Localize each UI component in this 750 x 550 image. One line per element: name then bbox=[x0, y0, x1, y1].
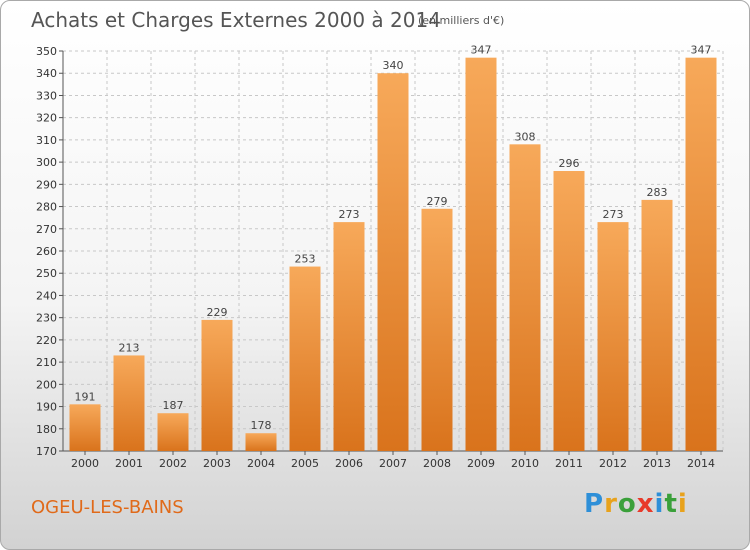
logo-letter: i bbox=[654, 489, 665, 519]
x-tick-label: 2006 bbox=[335, 457, 363, 470]
x-tick-label: 2002 bbox=[159, 457, 187, 470]
bar-2004 bbox=[245, 433, 277, 451]
labels: 170 180 190 200 210 220 230 240 250 260 270 280 290 3… bbox=[36, 44, 715, 470]
value-label: 253 bbox=[295, 253, 316, 266]
logo-letter: i bbox=[677, 489, 688, 519]
y-tick-label: 350 bbox=[36, 45, 57, 58]
x-tick-label: 2007 bbox=[379, 457, 407, 470]
bar-2006 bbox=[333, 222, 365, 451]
y-tick-label: 300 bbox=[36, 156, 57, 169]
value-label: 273 bbox=[603, 208, 624, 221]
bar-2003 bbox=[201, 319, 233, 451]
bar-2007 bbox=[377, 73, 409, 451]
value-label: 229 bbox=[207, 306, 228, 319]
y-tick-label: 310 bbox=[36, 134, 57, 147]
commune-name: OGEU-LES-BAINS bbox=[31, 497, 184, 518]
bar-2001 bbox=[113, 355, 145, 451]
logo-letter: x bbox=[636, 489, 655, 519]
y-tick-label: 290 bbox=[36, 178, 57, 191]
y-tick-label: 260 bbox=[36, 245, 57, 258]
logo-letter: o bbox=[617, 489, 637, 519]
y-tick-label: 180 bbox=[36, 423, 57, 436]
x-tick-label: 2013 bbox=[643, 457, 671, 470]
x-tick-label: 2001 bbox=[115, 457, 143, 470]
value-label: 308 bbox=[515, 130, 536, 143]
chart-subtitle: (en milliers d'€) bbox=[418, 14, 505, 27]
value-label: 187 bbox=[163, 399, 184, 412]
x-tick-label: 2004 bbox=[247, 457, 275, 470]
bar-2000 bbox=[69, 404, 101, 451]
value-label: 283 bbox=[647, 186, 668, 199]
y-tick-label: 220 bbox=[36, 334, 57, 347]
value-label: 273 bbox=[339, 208, 360, 221]
value-label: 340 bbox=[383, 59, 404, 72]
x-tick-label: 2003 bbox=[203, 457, 231, 470]
bar-2013 bbox=[641, 199, 673, 451]
bar-2011 bbox=[553, 171, 585, 451]
y-tick-label: 330 bbox=[36, 89, 57, 102]
x-tick-label: 2014 bbox=[687, 457, 715, 470]
value-label: 296 bbox=[559, 157, 580, 170]
bar-2005 bbox=[289, 266, 321, 451]
logo-letter: r bbox=[604, 489, 618, 519]
y-tick-label: 200 bbox=[36, 378, 57, 391]
bar-2012 bbox=[597, 222, 629, 451]
value-label: 279 bbox=[427, 195, 448, 208]
y-tick-label: 170 bbox=[36, 445, 57, 458]
x-tick-label: 2012 bbox=[599, 457, 627, 470]
y-tick-label: 250 bbox=[36, 267, 57, 280]
bar-2002 bbox=[157, 413, 189, 451]
y-tick-label: 280 bbox=[36, 201, 57, 214]
value-label: 178 bbox=[251, 419, 272, 432]
x-tick-label: 2010 bbox=[511, 457, 539, 470]
x-tick-label: 2008 bbox=[423, 457, 451, 470]
x-tick-label: 2011 bbox=[555, 457, 583, 470]
bars bbox=[69, 57, 717, 452]
bar-2008 bbox=[421, 208, 453, 451]
y-tick-label: 230 bbox=[36, 312, 57, 325]
y-tick-label: 190 bbox=[36, 401, 57, 414]
logo-letter: P bbox=[584, 489, 605, 519]
value-label: 191 bbox=[75, 390, 96, 403]
y-tick-label: 320 bbox=[36, 112, 57, 125]
x-tick-label: 2005 bbox=[291, 457, 319, 470]
x-tick-label: 2009 bbox=[467, 457, 495, 470]
y-tick-label: 340 bbox=[36, 67, 57, 80]
value-label: 213 bbox=[119, 341, 140, 354]
chart-title: Achats et Charges Externes 2000 à 2014 bbox=[31, 8, 441, 32]
y-tick-label: 210 bbox=[36, 356, 57, 369]
bar-2010 bbox=[509, 144, 541, 452]
logo-letter: t bbox=[664, 489, 678, 519]
y-tick-label: 270 bbox=[36, 223, 57, 236]
bar-2009 bbox=[465, 57, 497, 452]
bar-2014 bbox=[685, 57, 717, 452]
value-label: 347 bbox=[691, 44, 712, 57]
proxiti-logo: Proxiti bbox=[584, 489, 688, 519]
value-label: 347 bbox=[471, 44, 492, 57]
y-tick-label: 240 bbox=[36, 289, 57, 302]
x-tick-label: 2000 bbox=[71, 457, 99, 470]
